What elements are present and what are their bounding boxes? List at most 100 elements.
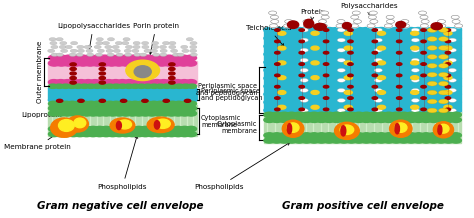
Circle shape (383, 75, 394, 81)
Circle shape (337, 38, 346, 42)
Ellipse shape (438, 124, 449, 133)
Circle shape (300, 28, 308, 32)
Circle shape (173, 126, 183, 131)
Circle shape (338, 27, 350, 33)
Circle shape (140, 106, 151, 111)
Circle shape (428, 36, 439, 41)
Circle shape (420, 51, 432, 57)
Circle shape (368, 27, 380, 33)
Circle shape (346, 36, 357, 41)
Circle shape (309, 92, 320, 97)
Circle shape (316, 138, 327, 143)
Circle shape (299, 40, 304, 43)
Circle shape (442, 27, 454, 33)
Circle shape (142, 45, 149, 49)
Ellipse shape (287, 123, 299, 132)
Circle shape (182, 49, 189, 53)
Circle shape (428, 43, 439, 49)
Circle shape (398, 43, 410, 49)
Circle shape (346, 27, 357, 33)
Circle shape (405, 60, 417, 65)
Circle shape (391, 117, 401, 123)
Circle shape (286, 92, 298, 97)
Circle shape (361, 117, 372, 123)
Circle shape (127, 131, 137, 137)
Circle shape (324, 133, 335, 138)
Circle shape (301, 112, 312, 117)
Circle shape (352, 11, 360, 15)
Circle shape (451, 117, 461, 123)
Circle shape (97, 87, 106, 91)
Circle shape (413, 117, 424, 123)
Circle shape (353, 36, 365, 41)
Text: Porin protein: Porin protein (133, 23, 179, 54)
Circle shape (124, 49, 131, 53)
Circle shape (411, 89, 419, 92)
Circle shape (390, 36, 402, 41)
Circle shape (411, 78, 419, 82)
Circle shape (105, 101, 115, 106)
Circle shape (153, 126, 164, 131)
Circle shape (375, 92, 387, 97)
Circle shape (169, 67, 175, 70)
Circle shape (274, 63, 280, 65)
Circle shape (91, 98, 100, 102)
Ellipse shape (155, 121, 160, 129)
Circle shape (348, 29, 353, 31)
Circle shape (169, 72, 175, 75)
Text: Polysaccharides: Polysaccharides (340, 3, 398, 15)
Circle shape (346, 83, 357, 89)
Circle shape (309, 107, 320, 113)
Circle shape (76, 80, 87, 85)
Circle shape (316, 75, 328, 81)
Circle shape (107, 126, 118, 131)
Circle shape (299, 29, 304, 31)
Circle shape (169, 87, 178, 91)
Circle shape (368, 36, 380, 41)
Circle shape (299, 51, 304, 54)
Circle shape (156, 84, 165, 88)
Circle shape (140, 111, 151, 116)
Circle shape (309, 51, 320, 57)
Circle shape (338, 60, 350, 65)
Circle shape (374, 78, 383, 82)
Circle shape (134, 106, 144, 111)
Circle shape (80, 84, 89, 88)
Circle shape (411, 68, 419, 72)
Circle shape (286, 51, 298, 57)
Circle shape (62, 80, 73, 85)
Circle shape (410, 76, 419, 80)
Circle shape (86, 84, 95, 88)
Circle shape (448, 68, 456, 72)
Circle shape (419, 11, 427, 15)
Circle shape (120, 126, 131, 131)
Circle shape (427, 72, 437, 77)
Circle shape (353, 92, 365, 97)
Circle shape (421, 85, 426, 88)
Circle shape (188, 84, 197, 88)
Circle shape (279, 27, 291, 33)
Circle shape (127, 111, 137, 116)
Circle shape (188, 98, 197, 102)
Circle shape (412, 83, 424, 89)
Circle shape (451, 15, 459, 19)
Circle shape (421, 40, 426, 43)
Circle shape (376, 112, 387, 117)
Circle shape (405, 83, 417, 89)
Circle shape (448, 28, 456, 32)
Circle shape (286, 75, 298, 81)
Circle shape (376, 133, 387, 138)
Circle shape (74, 84, 82, 88)
Circle shape (435, 107, 447, 113)
Circle shape (133, 87, 142, 91)
Circle shape (70, 63, 76, 66)
Circle shape (324, 112, 335, 117)
Circle shape (412, 51, 424, 57)
Circle shape (68, 111, 79, 116)
Circle shape (361, 75, 372, 81)
Circle shape (337, 78, 346, 82)
Circle shape (420, 83, 432, 89)
Circle shape (105, 45, 112, 49)
Circle shape (279, 60, 291, 65)
Circle shape (294, 117, 304, 123)
